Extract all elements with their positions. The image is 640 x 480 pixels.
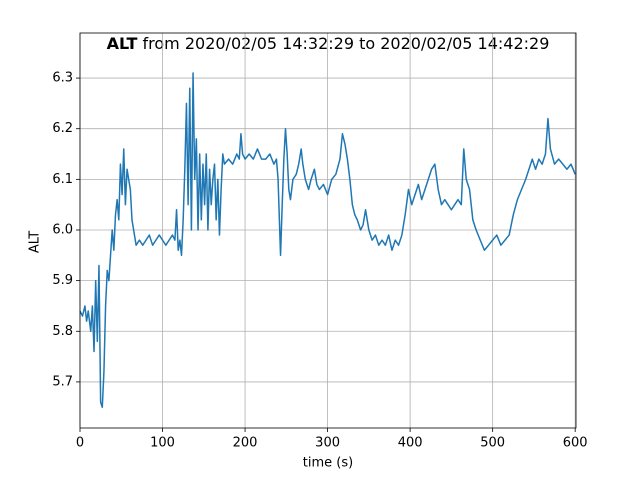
x-tick-label: 400 bbox=[398, 436, 423, 451]
y-tick-label: 6.0 bbox=[52, 222, 73, 237]
y-tick-label: 6.3 bbox=[52, 71, 73, 86]
y-tick-label: 5.7 bbox=[52, 374, 73, 389]
y-tick-label: 6.1 bbox=[52, 172, 73, 187]
x-tick-label: 100 bbox=[150, 436, 175, 451]
x-tick-label: 500 bbox=[480, 436, 505, 451]
x-tick-label: 0 bbox=[76, 436, 84, 451]
x-axis-label: time (s) bbox=[303, 456, 353, 471]
x-tick-label: 200 bbox=[233, 436, 258, 451]
y-tick-label: 5.9 bbox=[52, 273, 73, 288]
x-tick-label: 600 bbox=[563, 436, 588, 451]
data-line bbox=[79, 72, 576, 408]
y-tick-label: 6.2 bbox=[52, 121, 73, 136]
chart-title: ALT from 2020/02/05 14:32:29 to 2020/02/… bbox=[107, 34, 550, 53]
y-tick-label: 5.8 bbox=[52, 324, 73, 339]
plot-frame bbox=[79, 32, 577, 429]
title-rest: from 2020/02/05 14:32:29 to 2020/02/05 1… bbox=[143, 34, 550, 53]
y-axis-label: ALT bbox=[28, 231, 43, 253]
x-tick-label: 300 bbox=[315, 436, 340, 451]
title-bold: ALT bbox=[107, 34, 138, 53]
